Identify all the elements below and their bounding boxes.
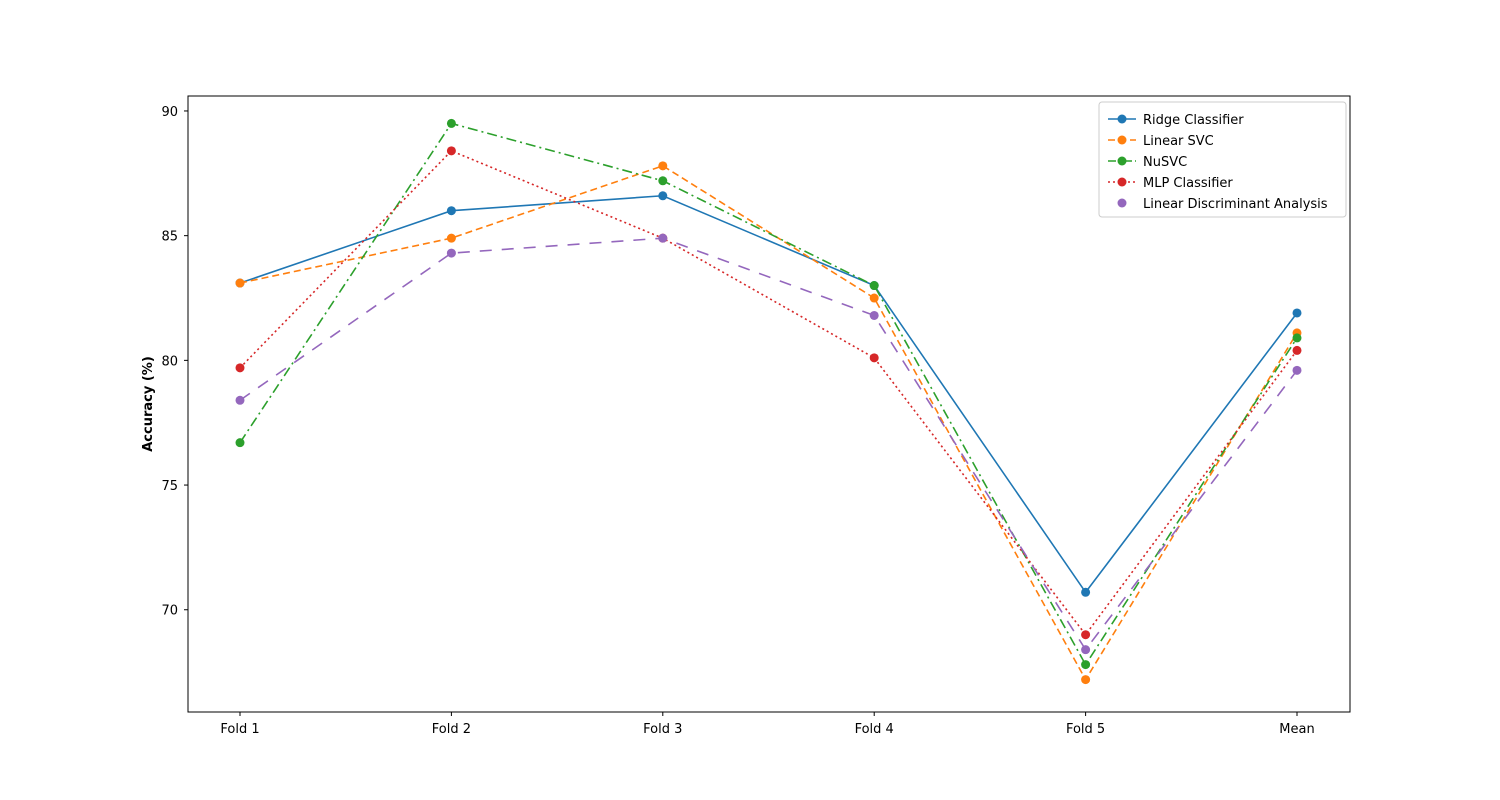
data-point-linear-discriminant-analysis-fold-5: [1081, 645, 1091, 655]
data-point-mlp-classifier-mean: [1292, 345, 1302, 355]
data-point-linear-discriminant-analysis-fold-3: [658, 233, 668, 243]
data-point-mlp-classifier-fold-2: [446, 146, 456, 156]
y-axis-title: Accuracy (%): [141, 356, 156, 452]
legend: Ridge Classifier Linear SVC NuSVC MLP Class…: [1098, 101, 1347, 218]
legend-label: NuSVC: [1143, 155, 1187, 170]
y-tick-label-70: 70: [161, 604, 178, 619]
legend-item-nusvc: NuSVC: [1108, 155, 1187, 170]
y-tick-label-80: 80: [161, 354, 178, 369]
legend-swatch-marker: [1117, 156, 1127, 166]
series-line-linear-discriminant-analysis: [239, 237, 1298, 652]
y-tick-label-85: 85: [161, 230, 178, 245]
legend-label: MLP Classifier: [1143, 176, 1233, 191]
legend-item-linear-svc: Linear SVC: [1108, 134, 1214, 149]
legend-item-mlp-classifier: MLP Classifier: [1108, 176, 1233, 191]
legend-swatch-marker: [1117, 114, 1127, 124]
legend-label: Linear Discriminant Analysis: [1143, 197, 1328, 212]
legend-swatch-marker: [1117, 198, 1127, 208]
data-point-linear-svc-fold-3: [658, 161, 668, 171]
legend-box: [1098, 101, 1347, 218]
x-tick-label-fold-2: Fold 2: [432, 722, 471, 737]
series-linear-discriminant-analysis: [235, 233, 1302, 655]
data-point-linear-svc-fold-4: [869, 293, 879, 303]
plot-frame: [187, 95, 1351, 713]
x-tick-label-fold-1: Fold 1: [220, 722, 259, 737]
data-point-ridge-classifier-fold-3: [658, 191, 668, 201]
data-point-linear-svc-fold-2: [446, 233, 456, 243]
data-point-linear-discriminant-analysis-mean: [1292, 365, 1302, 375]
x-tick-label-fold-5: Fold 5: [1066, 722, 1105, 737]
data-point-nusvc-fold-3: [658, 176, 668, 186]
legend-label: Linear SVC: [1143, 134, 1214, 149]
x-tick-label-fold-4: Fold 4: [855, 722, 894, 737]
data-point-nusvc-fold-5: [1081, 660, 1091, 670]
series-line-ridge-classifier: [239, 194, 1298, 594]
data-point-linear-discriminant-analysis-fold-2: [446, 248, 456, 258]
legend-item-ridge-classifier: Ridge Classifier: [1108, 113, 1244, 128]
series-layer: [235, 118, 1302, 685]
data-point-linear-svc-fold-1: [235, 278, 245, 288]
x-tick-label-mean: Mean: [1279, 722, 1314, 737]
data-point-mlp-classifier-fold-1: [235, 363, 245, 373]
legend-swatch-marker: [1117, 177, 1127, 187]
series-nusvc: [235, 118, 1302, 670]
data-point-ridge-classifier-fold-5: [1081, 587, 1091, 597]
data-point-ridge-classifier-fold-2: [446, 206, 456, 216]
data-point-nusvc-fold-2: [446, 118, 456, 128]
x-tick-label-fold-3: Fold 3: [643, 722, 682, 737]
data-point-nusvc-fold-4: [869, 281, 879, 291]
legend-label: Ridge Classifier: [1143, 113, 1244, 128]
data-point-linear-svc-fold-5: [1081, 675, 1091, 685]
series-line-linear-svc: [239, 164, 1298, 682]
y-axis-title-group: Accuracy (%): [141, 356, 156, 452]
series-line-mlp-classifier: [239, 149, 1298, 637]
y-tick-label-90: 90: [161, 105, 178, 120]
data-point-nusvc-fold-1: [235, 438, 245, 448]
data-point-mlp-classifier-fold-4: [869, 353, 879, 363]
y-tick-label-75: 75: [161, 479, 178, 494]
data-point-linear-discriminant-analysis-fold-1: [235, 395, 245, 405]
data-point-nusvc-mean: [1292, 333, 1302, 343]
data-point-ridge-classifier-mean: [1292, 308, 1302, 318]
legend-item-linear-discriminant-analysis: Linear Discriminant Analysis: [1117, 197, 1328, 212]
legend-swatch-marker: [1117, 135, 1127, 145]
data-point-mlp-classifier-fold-5: [1081, 630, 1091, 640]
axes-layer: Fold 1 Fold 2 Fold 3 Fold 4 Fold 5 Mean 70 75 80…: [161, 95, 1351, 737]
data-point-linear-discriminant-analysis-fold-4: [869, 310, 879, 320]
